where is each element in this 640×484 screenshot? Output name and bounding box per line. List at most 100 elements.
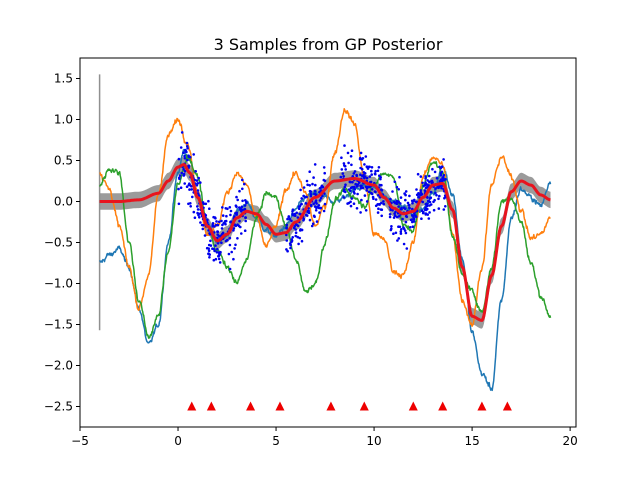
scatter-point <box>397 200 400 203</box>
scatter-point <box>244 199 247 202</box>
scatter-point <box>435 176 439 180</box>
scatter-point <box>435 193 438 197</box>
scatter-point <box>433 198 436 202</box>
scatter-point <box>243 182 246 186</box>
scatter-point <box>389 208 392 212</box>
scatter-point <box>194 170 197 173</box>
scatter-point <box>232 257 235 261</box>
scatter-point <box>428 197 432 200</box>
scatter-point <box>370 173 374 176</box>
scatter-point <box>220 241 223 245</box>
scatter-point <box>209 239 212 243</box>
scatter-point <box>216 242 220 245</box>
scatter-point <box>365 189 369 192</box>
observation-scatter <box>177 131 448 271</box>
scatter-point <box>359 184 362 187</box>
scatter-point <box>188 188 191 191</box>
scatter-point <box>405 247 409 250</box>
scatter-point <box>296 224 300 228</box>
inducing-point-marker <box>359 401 369 411</box>
scatter-point <box>388 215 392 219</box>
scatter-point <box>315 202 318 205</box>
scatter-point <box>356 192 359 196</box>
scatter-point <box>370 188 374 191</box>
scatter-point <box>400 206 403 210</box>
scatter-point <box>382 200 385 203</box>
posterior-mean-line <box>99 163 551 322</box>
scatter-point <box>196 205 199 208</box>
scatter-point <box>342 175 346 178</box>
scatter-point <box>343 144 346 147</box>
scatter-point <box>319 206 323 210</box>
inducing-point-marker <box>502 401 512 411</box>
scatter-point <box>364 155 368 158</box>
scatter-point <box>354 182 357 186</box>
scatter-point <box>190 188 193 191</box>
scatter-point <box>411 207 414 211</box>
scatter-point <box>199 221 202 224</box>
scatter-point <box>427 217 431 220</box>
scatter-point <box>319 196 323 200</box>
scatter-point <box>424 176 427 180</box>
scatter-point <box>220 219 223 223</box>
scatter-point <box>305 179 309 183</box>
scatter-point <box>365 185 369 189</box>
scatter-point <box>410 214 414 217</box>
scatter-point <box>218 261 222 264</box>
y-tick-label: −2.5 <box>44 400 73 414</box>
scatter-point <box>346 151 350 155</box>
scatter-point <box>241 178 244 182</box>
scatter-point <box>232 227 236 230</box>
scatter-point <box>188 155 192 159</box>
scatter-point <box>296 216 300 219</box>
scatter-point <box>243 207 247 211</box>
scatter-point <box>235 205 238 209</box>
scatter-point <box>286 217 289 221</box>
scatter-point <box>285 233 288 237</box>
scatter-point <box>427 174 431 178</box>
scatter-point <box>207 247 210 250</box>
scatter-point <box>412 217 416 220</box>
scatter-point <box>206 218 209 222</box>
scatter-point <box>203 234 207 237</box>
scatter-point <box>353 170 357 173</box>
scatter-point <box>353 192 356 195</box>
scatter-point <box>373 190 377 193</box>
scatter-point <box>224 239 228 243</box>
scatter-point <box>299 188 302 192</box>
scatter-point <box>308 170 312 173</box>
scatter-point <box>396 239 399 242</box>
scatter-point <box>428 211 431 214</box>
scatter-point <box>195 179 199 182</box>
scatter-point <box>433 170 437 174</box>
scatter-point <box>348 180 352 184</box>
scatter-point <box>305 214 309 217</box>
scatter-point <box>299 203 303 206</box>
scatter-point <box>183 154 186 158</box>
scatter-point <box>208 207 211 210</box>
scatter-point <box>393 212 396 215</box>
scatter-point <box>438 194 441 198</box>
scatter-point <box>322 209 326 213</box>
scatter-point <box>177 187 180 191</box>
scatter-point <box>404 231 408 235</box>
scatter-point <box>214 257 218 261</box>
scatter-point <box>186 158 189 162</box>
scatter-point <box>294 234 298 238</box>
scatter-point <box>442 177 445 180</box>
scatter-point <box>367 190 371 194</box>
scatter-point <box>420 217 423 220</box>
scatter-point <box>390 227 393 231</box>
scatter-point <box>182 174 185 177</box>
scatter-point <box>365 176 369 180</box>
scatter-point <box>398 175 401 179</box>
scatter-point <box>434 187 437 190</box>
scatter-point <box>177 202 181 206</box>
scatter-point <box>369 180 373 184</box>
scatter-point <box>419 193 423 197</box>
scatter-point <box>297 242 300 246</box>
scatter-point <box>224 222 227 226</box>
scatter-point <box>379 208 383 211</box>
inducing-point-marker <box>477 401 487 411</box>
scatter-point <box>179 146 183 149</box>
